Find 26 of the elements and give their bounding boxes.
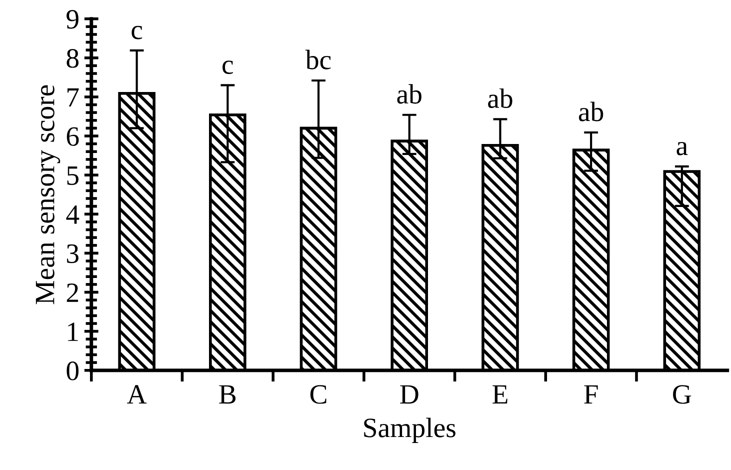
x-axis-title: Samples bbox=[364, 418, 456, 443]
y-tick-label: 7 bbox=[68, 88, 79, 107]
y-axis-title: Mean sensory score bbox=[36, 85, 60, 304]
annotation: ab bbox=[397, 84, 422, 104]
annotation: ab bbox=[488, 88, 512, 108]
y-tick-label: 8 bbox=[66, 49, 79, 68]
x-tick-label: B bbox=[219, 385, 236, 404]
y-tick-label: 6 bbox=[66, 127, 79, 146]
x-tick-label: E bbox=[492, 385, 508, 404]
y-tick-label: 0 bbox=[66, 362, 79, 380]
annotation: a bbox=[676, 142, 688, 156]
y-tick-label: 5 bbox=[67, 166, 78, 185]
y-tick-label: 1 bbox=[68, 322, 78, 341]
x-tick-label: C bbox=[310, 385, 326, 404]
y-tick-label: 3 bbox=[67, 244, 78, 264]
x-tick-label: A bbox=[127, 385, 147, 404]
y-tick-label: 4 bbox=[66, 205, 80, 224]
annotation: c bbox=[132, 26, 142, 40]
y-tick-label: 9 bbox=[66, 10, 78, 29]
annotation: bc bbox=[305, 50, 331, 70]
x-tick-label: F bbox=[584, 385, 598, 404]
x-tick-label: G bbox=[673, 385, 692, 404]
annotation: c bbox=[222, 60, 233, 74]
y-tick-label: 2 bbox=[66, 283, 78, 302]
annotation: ab bbox=[578, 102, 604, 122]
x-tick-label: D bbox=[400, 385, 418, 404]
